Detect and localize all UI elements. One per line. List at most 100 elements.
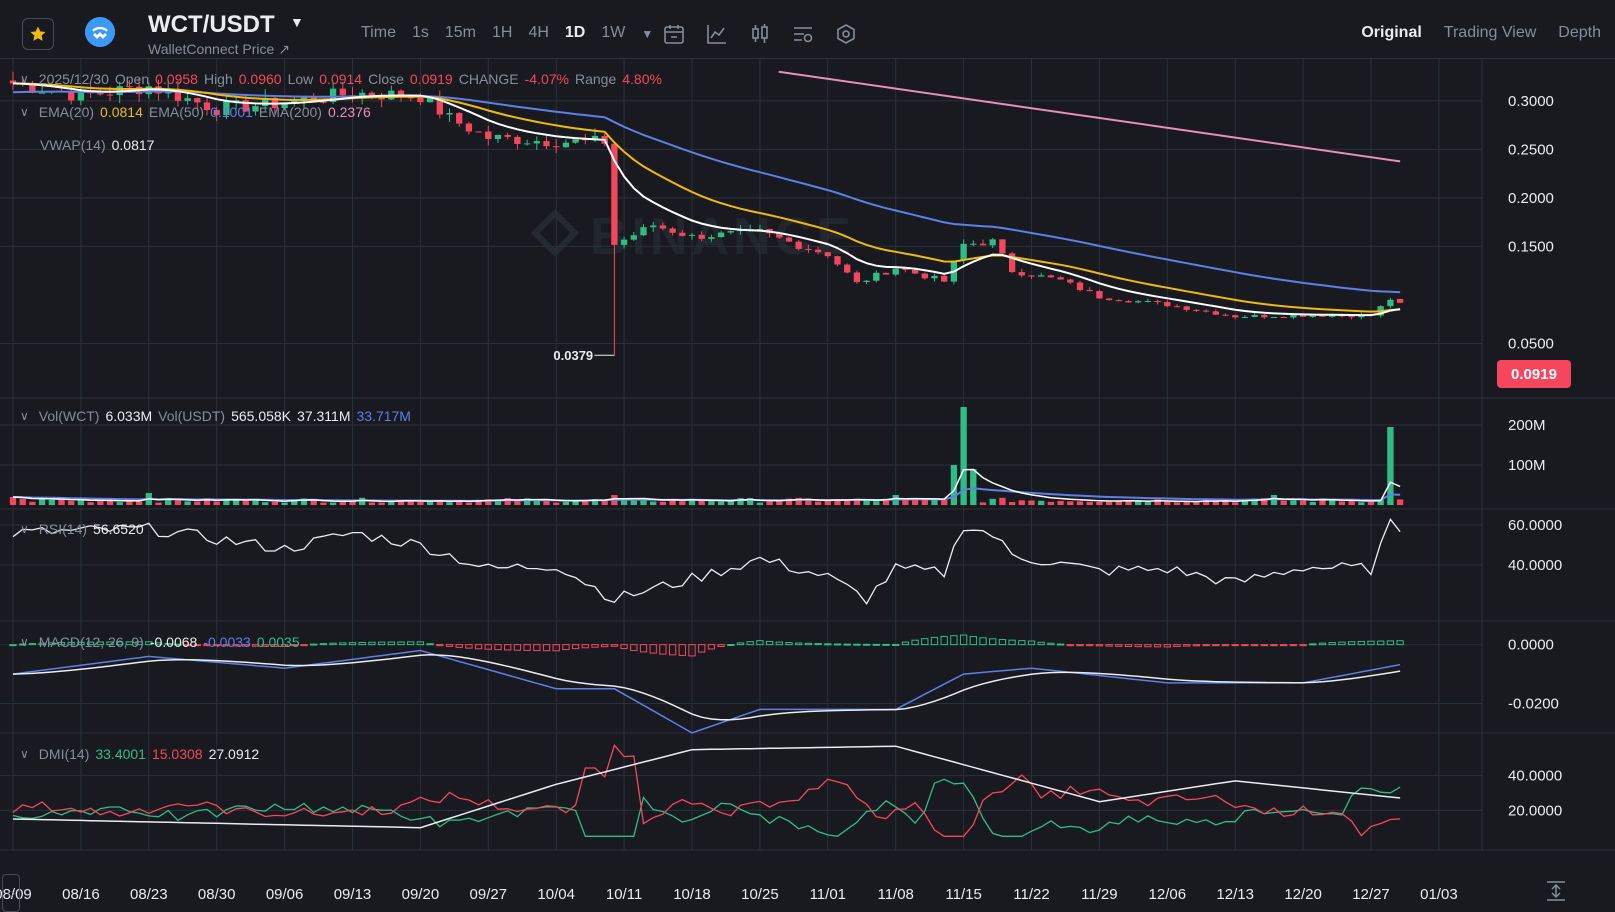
- volume-bar: [87, 502, 94, 505]
- tab-trading-view[interactable]: Trading View: [1443, 24, 1537, 41]
- x-tick-label: 11/29: [1081, 886, 1117, 903]
- macd-hist-bar: [339, 642, 347, 646]
- volume-bar: [931, 499, 938, 505]
- tab-depth[interactable]: Depth: [1558, 24, 1601, 41]
- volume-bar: [1057, 500, 1064, 505]
- candle-body: [582, 139, 589, 141]
- volume-bar: [1396, 499, 1404, 505]
- candle-body: [1096, 291, 1103, 299]
- volume-bar: [844, 499, 851, 505]
- x-tick-label: 10/25: [741, 886, 779, 903]
- dmi-mdi-line: [12, 743, 1401, 837]
- interval-4h[interactable]: 4H: [528, 24, 549, 41]
- dmi-pdi-value: 33.4001: [95, 746, 146, 762]
- chart-area[interactable]: BINANCE 0.0379 0.3000 0.2500 0.2000 0.1500 0…: [0, 58, 1615, 912]
- volume-bar: [834, 499, 841, 505]
- volume-bar: [717, 501, 725, 505]
- macd-hist-bar: [882, 643, 890, 646]
- candle-type-icon[interactable]: [748, 22, 772, 46]
- volume-bar: [339, 501, 346, 505]
- macd-hist-bar: [38, 642, 46, 646]
- macd-hist-bar: [1250, 644, 1259, 647]
- dmi-label: DMI(14): [38, 746, 90, 762]
- macd-hist-bar: [1241, 644, 1249, 647]
- x-tick-label: 08/16: [62, 886, 100, 903]
- candle-body: [659, 225, 667, 229]
- volume-bar: [747, 498, 754, 505]
- ema20-label: EMA(20): [38, 104, 95, 120]
- caret-down-icon[interactable]: ▼: [290, 14, 304, 30]
- price-chart[interactable]: BINANCE 0.0379 0.30000.25000.20000.15000…: [0, 58, 1615, 909]
- macd-hist-bar: [407, 641, 415, 646]
- macd-hist-bar: [290, 644, 298, 647]
- macd-hist-bar: [1367, 640, 1375, 646]
- tab-original[interactable]: Original: [1361, 24, 1422, 41]
- volume-bar: [650, 501, 657, 505]
- macd-hist-bar: [727, 644, 735, 647]
- volume-bar: [756, 502, 764, 505]
- x-tick-label: 01/03: [1420, 886, 1458, 903]
- interval-more-caret-icon[interactable]: ▼: [641, 27, 654, 41]
- candle-body: [1183, 306, 1190, 310]
- volume-bar: [135, 501, 143, 505]
- candle-body: [853, 272, 861, 283]
- x-tick-label: 08/23: [130, 886, 168, 903]
- macd-hist-bar: [474, 644, 483, 650]
- pair-subtitle[interactable]: WalletConnect Price ↗: [148, 41, 290, 57]
- side-panel-handle[interactable]: ‹›: [2, 874, 20, 912]
- volume-bar: [456, 500, 463, 505]
- indicator-icon[interactable]: [705, 22, 729, 46]
- y-tick-label: -0.0200: [1508, 695, 1559, 712]
- macd-hist-bar: [989, 638, 997, 646]
- collapse-chevron-icon[interactable]: ∨: [20, 72, 29, 86]
- favorite-button[interactable]: [22, 18, 54, 50]
- interval-1w[interactable]: 1W: [601, 24, 626, 41]
- min-marker-label: 0.0379: [553, 348, 593, 363]
- macd-hist-bar: [901, 641, 910, 646]
- candle-body: [1338, 315, 1346, 317]
- macd-hist-bar: [1095, 644, 1104, 647]
- interval-15m[interactable]: 15m: [444, 24, 476, 41]
- dmi-chevron-icon[interactable]: ∨: [20, 747, 29, 761]
- volume-bar: [203, 498, 211, 505]
- candle-body: [1038, 275, 1045, 277]
- macd-hist-bar: [193, 644, 201, 647]
- vol-chevron-icon[interactable]: ∨: [20, 409, 29, 423]
- pair-title[interactable]: WCT/USDT: [148, 11, 275, 38]
- candle-body: [494, 134, 502, 139]
- scale-reset-icon: [1547, 881, 1565, 901]
- candle-body: [223, 101, 230, 115]
- volume-bar: [630, 497, 637, 505]
- macd-hist-bar: [67, 641, 75, 646]
- vol-usdt-value: 565.058K: [231, 408, 292, 424]
- macd-hist-bar: [445, 644, 454, 647]
- interval-time[interactable]: Time: [361, 24, 396, 41]
- candle-body: [1290, 314, 1297, 318]
- interval-1h[interactable]: 1H: [492, 24, 513, 41]
- macd-hist-bar: [28, 643, 37, 646]
- candle-body: [834, 256, 841, 265]
- candle-body: [892, 268, 899, 275]
- macd-hist-bar: [387, 641, 395, 646]
- candle-body: [1164, 302, 1171, 307]
- ema-chevron-icon[interactable]: ∨: [20, 105, 29, 119]
- calendar-icon[interactable]: [662, 22, 686, 46]
- interval-1d[interactable]: 1D: [564, 24, 586, 41]
- rsi-value: 56.6520: [93, 521, 144, 537]
- candle-body: [1251, 314, 1258, 317]
- volume-bar: [1280, 500, 1287, 505]
- interval-1s[interactable]: 1s: [411, 24, 429, 41]
- layers-icon[interactable]: [834, 22, 858, 46]
- settings-icon[interactable]: [791, 22, 815, 46]
- volume-bar: [1212, 501, 1219, 505]
- vol-usdt-label: Vol(USDT): [158, 408, 226, 424]
- macd-hist-bar: [610, 644, 619, 647]
- macd-hist-bar: [455, 644, 463, 648]
- macd-chevron-icon[interactable]: ∨: [20, 635, 29, 649]
- candle-body: [844, 264, 851, 273]
- close-label: Close: [368, 71, 404, 87]
- rsi-chevron-icon[interactable]: ∨: [20, 522, 29, 536]
- macd-hist-bar: [756, 640, 764, 646]
- y-tick-label: 20.0000: [1508, 802, 1562, 819]
- candle-body: [1202, 310, 1210, 312]
